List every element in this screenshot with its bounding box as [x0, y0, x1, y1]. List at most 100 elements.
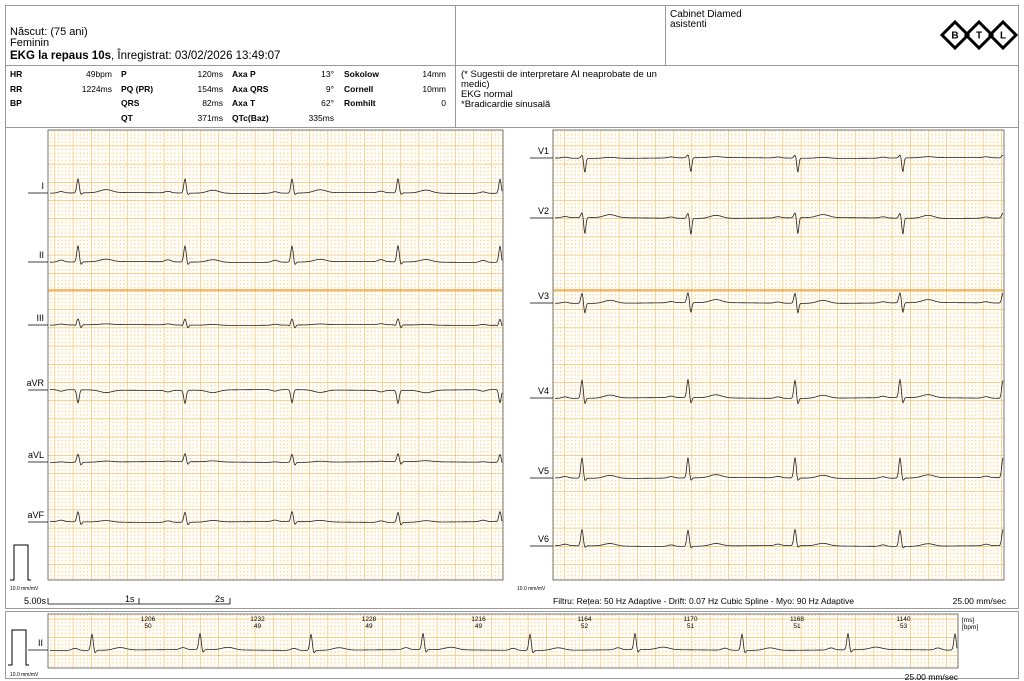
sex: Feminin: [10, 37, 50, 49]
measure-value: 14mm: [422, 69, 446, 79]
measure-value: 335ms: [308, 112, 334, 123]
logo: [939, 19, 1019, 51]
interval-bpm: 52: [581, 623, 589, 630]
ecg-trace: [49, 318, 503, 329]
logo-shape: [963, 19, 995, 51]
measure-value: 13°: [321, 69, 334, 79]
lead-label: II: [38, 638, 43, 648]
measure-label: Cornell: [344, 83, 374, 94]
time-mark: 1s: [125, 594, 135, 604]
measure-label: RR: [10, 83, 23, 94]
ecg-trace: [50, 510, 503, 526]
user: asistenti: [670, 19, 707, 30]
lead-label: V4: [538, 386, 549, 396]
speed: 25.00 mm/sec: [905, 672, 959, 681]
gain: 10.0 mm/mV: [517, 586, 546, 592]
measure-label: Romhilt: [344, 98, 376, 108]
grid-left: [47, 129, 504, 581]
logo-letter: T: [976, 31, 982, 42]
lead-label: V1: [538, 146, 549, 156]
logo-letter: L: [1000, 31, 1006, 42]
ecg-trace: [50, 632, 958, 654]
interval-bpm: 51: [687, 623, 695, 630]
interval-ms: 1164: [578, 616, 592, 623]
exam: EKG la repaus 10s: [10, 50, 111, 62]
measure-label: QTc(Baz): [232, 112, 269, 123]
ecg-trace: [554, 212, 1004, 235]
exam-line: EKG la repaus 10s, Înregistrat: 03/02/20…: [10, 50, 280, 62]
measure-value: 1224ms: [81, 83, 112, 94]
ecg-trace: [50, 244, 503, 265]
measure-label: Axa P: [232, 69, 256, 79]
lead-label: V6: [538, 534, 549, 544]
ecg-trace: [50, 389, 503, 405]
ecg-trace: [555, 528, 1004, 549]
measure-label: BP: [10, 98, 22, 108]
gain: 10.0 mm/mV: [10, 586, 39, 592]
interp-line: EKG normal: [461, 89, 513, 100]
ecg-trace: [555, 154, 1004, 173]
grid-right: [552, 129, 1005, 581]
measure-label: Sokolow: [344, 69, 379, 79]
measure-value: 82ms: [202, 98, 223, 108]
interval-bpm: 49: [475, 623, 483, 630]
interval-ms: 1170: [684, 616, 698, 623]
measure-value: 154ms: [197, 83, 223, 94]
interpretation: (* Sugestii de interpretare AI neaprobat…: [461, 70, 676, 110]
interval-bpm: 49: [365, 623, 373, 630]
measure-value: 49bpm: [86, 69, 112, 79]
logo-shape: [987, 19, 1019, 51]
grid-rhythm: [47, 613, 959, 669]
measure-label: Axa QRS: [232, 83, 269, 94]
unit: [ms]: [962, 617, 974, 624]
interval-ms: 1140: [897, 616, 911, 623]
time-mark: 2s: [215, 594, 225, 604]
gain: 10.0 mm/mV: [10, 672, 39, 678]
measure-value: 371ms: [197, 112, 223, 123]
ecg-trace: [50, 177, 503, 195]
interval-ms: 1206: [141, 616, 156, 623]
time-total: 5.00s: [24, 596, 47, 606]
interval-bpm: 51: [793, 623, 801, 630]
rhythm-box: [5, 611, 1019, 679]
ecg-trace: [555, 378, 1004, 405]
born: Născut: (75 ani): [10, 26, 88, 38]
clinic: Cabinet Diamed: [670, 9, 742, 20]
ecg-box: [5, 127, 1019, 609]
interval-ms: 1232: [250, 616, 265, 623]
interval-ms: 1216: [471, 616, 486, 623]
recorded: , Înregistrat: 03/02/2026 13:49:07: [111, 50, 281, 62]
measure-label: Axa T: [232, 98, 256, 108]
measure-label: P: [121, 69, 127, 79]
measure-value: 62°: [321, 98, 334, 108]
measure-label: PQ (PR): [121, 83, 154, 94]
lead-label: V3: [538, 291, 549, 301]
interval-ms: 1168: [790, 616, 804, 623]
interp-line: *Bradicardie sinusală: [461, 99, 551, 110]
measure-label: QT: [121, 112, 133, 123]
measure-label: HR: [10, 69, 23, 79]
ecg-trace: [555, 456, 1004, 481]
lead-label: III: [36, 313, 44, 323]
time-bracket: [47, 598, 231, 605]
measure-value: 9°: [325, 83, 334, 94]
lead-label: V5: [538, 466, 549, 476]
lead-label: aVR: [26, 378, 44, 388]
interval-bpm: 50: [144, 623, 152, 630]
logo-shape: [939, 19, 971, 51]
calibration-pulse: [10, 544, 31, 581]
interval-ms: 1228: [362, 616, 377, 623]
filter: Filtru: Rețea: 50 Hz Adaptive - Drift: 0…: [553, 596, 854, 606]
lead-label: I: [41, 181, 44, 191]
speed: 25.00 mm/sec: [953, 596, 1007, 606]
lead-label: aVL: [28, 450, 44, 460]
measure-value: 10mm: [422, 83, 446, 94]
ecg-trace: [555, 291, 1004, 314]
unit: [bpm]: [962, 624, 978, 631]
logo-letter: B: [951, 31, 958, 42]
lead-label: aVF: [27, 510, 44, 520]
interval-bpm: 53: [900, 623, 908, 630]
interval-bpm: 49: [254, 623, 262, 630]
